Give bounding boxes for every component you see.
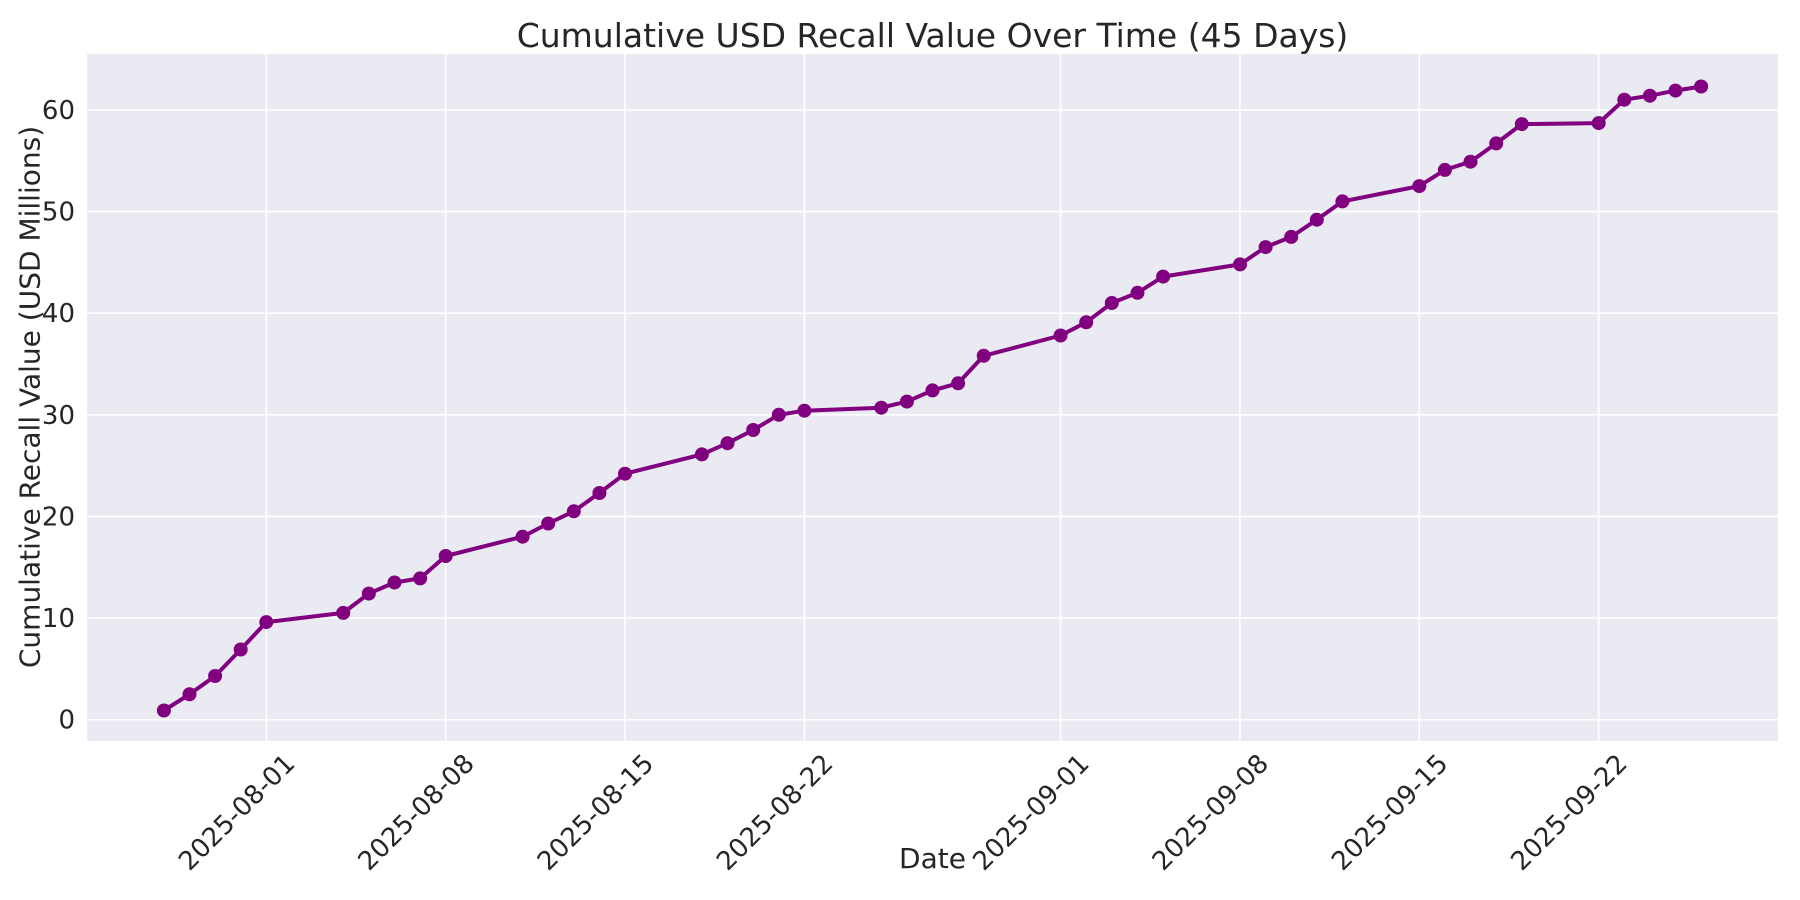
data-point: [566, 504, 581, 519]
data-point: [951, 376, 966, 391]
data-point: [925, 383, 940, 398]
y-tick-label: 10: [42, 604, 75, 634]
y-axis-label: Cumulative Recall Value (USD Millions): [13, 125, 47, 669]
chart-title: Cumulative USD Recall Value Over Time (4…: [516, 16, 1349, 55]
data-point: [1591, 116, 1606, 131]
data-point: [233, 642, 248, 657]
data-point: [874, 400, 889, 415]
data-point: [797, 403, 812, 418]
data-point: [541, 516, 556, 531]
data-point: [1437, 162, 1452, 177]
data-point: [1130, 285, 1145, 300]
data-point: [1412, 179, 1427, 194]
data-point: [1668, 83, 1683, 98]
data-point: [208, 669, 223, 683]
data-point: [1079, 315, 1094, 330]
data-point: [1335, 194, 1350, 209]
data-point: [720, 436, 735, 451]
data-point: [259, 615, 274, 630]
data-point: [1617, 92, 1632, 107]
data-point: [1642, 88, 1657, 103]
data-point: [746, 423, 761, 437]
x-axis-label: Date: [899, 842, 966, 875]
data-point: [361, 586, 376, 601]
data-point: [515, 529, 530, 544]
data-point: [694, 447, 709, 462]
data-point: [1694, 79, 1709, 94]
y-tick-label: 50: [42, 198, 75, 228]
data-point: [1489, 136, 1504, 151]
data-point: [413, 571, 428, 586]
y-tick-label: 30: [42, 401, 75, 431]
data-point: [771, 407, 786, 422]
y-tick-label: 40: [42, 299, 75, 329]
data-point: [1233, 257, 1247, 272]
data-point: [592, 486, 607, 500]
data-point: [182, 687, 197, 702]
data-point: [336, 605, 351, 620]
data-point: [1514, 117, 1529, 132]
data-point: [1463, 154, 1478, 169]
data-point: [1258, 240, 1273, 255]
data-point: [438, 549, 453, 563]
y-tick-label: 60: [42, 96, 75, 126]
data-point: [1309, 212, 1324, 227]
plot-background: [87, 54, 1778, 741]
data-point: [1284, 229, 1299, 244]
data-point: [618, 466, 632, 481]
data-point: [899, 394, 914, 409]
data-point: [156, 703, 171, 718]
y-tick-label: 20: [42, 502, 75, 532]
data-point: [1104, 296, 1119, 310]
data-point: [1156, 269, 1171, 284]
data-point: [976, 348, 991, 363]
y-tick-label: 0: [58, 706, 75, 736]
data-point: [387, 575, 402, 590]
data-point: [1053, 328, 1068, 343]
